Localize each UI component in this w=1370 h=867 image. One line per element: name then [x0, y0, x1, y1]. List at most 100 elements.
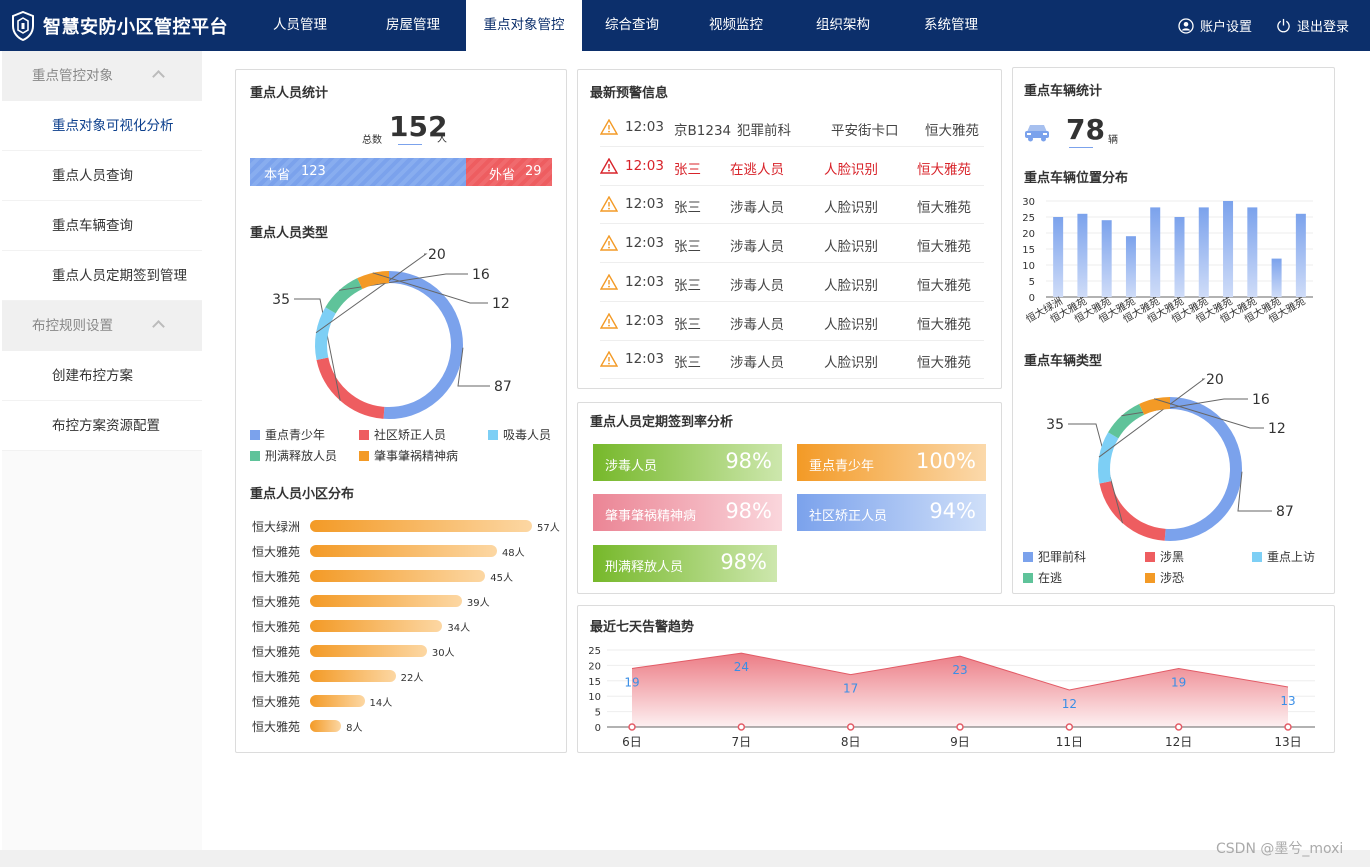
community-bar[interactable]	[310, 670, 396, 682]
signin-tile[interactable]: 涉毒人员 98%	[593, 444, 782, 481]
community-value: 48人	[501, 548, 525, 559]
sidebar-group-header[interactable]: 重点管控对象	[2, 51, 202, 101]
donut-slice[interactable]	[1099, 480, 1166, 541]
brand[interactable]: 智慧安防小区管控平台	[12, 9, 228, 43]
signin-name: 肇事肇祸精神病	[605, 509, 697, 524]
bottom-strip	[0, 850, 1370, 867]
sidebar-item[interactable]: 重点车辆查询	[2, 201, 202, 251]
legend-item[interactable]: 在逃	[1023, 569, 1062, 586]
legend-item[interactable]: 重点青少年	[250, 426, 325, 443]
warning-type: 在逃人员	[730, 161, 784, 178]
donut-slice[interactable]	[1108, 403, 1145, 439]
nav-item[interactable]: 视频监控	[709, 17, 763, 33]
community-bar[interactable]	[310, 645, 427, 657]
nav-item[interactable]: 人员管理	[273, 17, 327, 33]
community-bar[interactable]	[310, 620, 443, 632]
trend-point[interactable]	[1284, 723, 1292, 731]
legend-item[interactable]: 肇事肇祸精神病	[359, 447, 458, 464]
trend-point[interactable]	[846, 723, 855, 731]
vehicle-bar[interactable]	[1198, 207, 1209, 297]
vehicle-bar[interactable]	[1174, 217, 1185, 297]
warning-row[interactable]: 12:03 张三 在逃人员 人脸识别 恒大雅苑	[600, 148, 984, 186]
local-label: 本省	[264, 168, 291, 183]
legend-item[interactable]: 犯罪前科	[1023, 548, 1086, 565]
donut-slice[interactable]	[383, 271, 463, 419]
warning-place: 恒大雅苑	[917, 239, 971, 256]
trend-point[interactable]	[628, 723, 636, 731]
community-bar[interactable]	[310, 595, 462, 607]
vehicle-bar[interactable]	[1077, 213, 1088, 297]
vehicle-bar[interactable]	[1125, 236, 1136, 297]
donut-slice[interactable]	[1164, 397, 1242, 541]
sidebar-item[interactable]: 创建布控方案	[2, 351, 202, 401]
trend-point[interactable]	[1065, 723, 1074, 731]
legend-swatch	[1252, 551, 1262, 562]
legend-item[interactable]: 吸毒人员	[488, 426, 551, 443]
vehicle-bar[interactable]	[1053, 217, 1064, 297]
donut-slice[interactable]	[315, 307, 336, 360]
warning-who: 张三	[674, 239, 701, 256]
sidebar-group-header[interactable]: 布控规则设置	[2, 301, 202, 351]
donut-slice[interactable]	[357, 271, 390, 290]
trend-point[interactable]	[956, 723, 964, 731]
community-bar[interactable]	[310, 720, 342, 732]
top-navigation-bar: 智慧安防小区管控平台 人员管理 房屋管理 重点对象管控 综合查询 视频监控 组织架构 系统管…	[0, 0, 1370, 51]
warning-row[interactable]: 12:03 京B1234 犯罪前科 平安街卡口 恒大雅苑	[600, 109, 984, 147]
trend-point[interactable]	[737, 723, 746, 731]
signin-tile[interactable]: 社区矫正人员 94%	[797, 494, 986, 531]
warning-row[interactable]: 12:03 张三 涉毒人员 人脸识别 恒大雅苑	[600, 341, 984, 380]
warning-row[interactable]: 12:03 张三 涉毒人员 人脸识别 恒大雅苑	[600, 303, 984, 341]
warning-row[interactable]: 12:03 张三 涉毒人员 人脸识别 恒大雅苑	[600, 186, 984, 225]
donut-value-label: 35	[1046, 417, 1064, 433]
nav-item[interactable]: 组织架构	[816, 17, 870, 33]
legend-item[interactable]: 重点上访	[1252, 548, 1315, 565]
vehicle-bar[interactable]	[1101, 220, 1112, 297]
donut-slice[interactable]	[1139, 397, 1171, 415]
legend-label: 吸毒人员	[503, 428, 552, 442]
y-tick-label: 20	[1022, 229, 1035, 240]
signin-rate: 94%	[929, 499, 976, 523]
y-tick-label: 30	[1022, 197, 1035, 208]
donut-slice[interactable]	[316, 357, 385, 419]
nav-item[interactable]: 综合查询	[605, 17, 659, 33]
nav-item[interactable]: 重点对象管控	[466, 0, 582, 51]
warning-row[interactable]: 12:03 张三 涉毒人员 人脸识别 恒大雅苑	[600, 264, 984, 302]
signin-tile[interactable]: 重点青少年 100%	[797, 444, 986, 481]
donut-label-line	[457, 347, 490, 387]
vehicle-bar[interactable]	[1295, 213, 1306, 297]
sidebar-item[interactable]: 重点人员定期签到管理	[2, 251, 202, 301]
nav-item[interactable]: 房屋管理	[386, 17, 440, 33]
warning-icon	[600, 312, 618, 329]
vehicle-bar[interactable]	[1223, 201, 1234, 297]
warnings-panel	[577, 69, 1002, 389]
sidebar-item[interactable]: 布控方案资源配置	[2, 401, 202, 451]
logout-link[interactable]: 退出登录	[1276, 0, 1349, 51]
warning-row[interactable]: 12:03 张三 涉毒人员 人脸识别 恒大雅苑	[600, 225, 984, 264]
vehicle-bar[interactable]	[1271, 258, 1282, 297]
donut-slice[interactable]	[325, 278, 363, 314]
community-bar[interactable]	[310, 520, 532, 532]
signin-tile[interactable]: 肇事肇祸精神病 98%	[593, 494, 782, 531]
community-bar[interactable]	[310, 545, 497, 557]
donut-slice[interactable]	[1098, 432, 1119, 484]
community-bar[interactable]	[310, 570, 486, 582]
nav-item[interactable]: 系统管理	[924, 17, 978, 33]
warning-time: 12:03	[625, 157, 664, 174]
legend-item[interactable]: 刑满释放人员	[250, 447, 337, 464]
sidebar-item[interactable]: 重点人员查询	[2, 151, 202, 201]
donut-value-label: 16	[472, 267, 490, 283]
trend-point[interactable]	[1174, 723, 1183, 731]
community-bar[interactable]	[310, 695, 365, 707]
y-tick-label: 5	[1029, 277, 1035, 288]
community-title: 重点人员小区分布	[250, 487, 355, 502]
vehicle-bar[interactable]	[1150, 207, 1161, 297]
signin-tile[interactable]: 刑满释放人员 98%	[593, 545, 777, 582]
local-value: 123	[301, 164, 326, 179]
user-icon	[1178, 17, 1194, 34]
legend-item[interactable]: 社区矫正人员	[359, 426, 446, 443]
account-settings-link[interactable]: 账户设置	[1178, 0, 1252, 51]
sidebar-item[interactable]: 重点对象可视化分析	[2, 101, 202, 151]
legend-item[interactable]: 涉黑	[1145, 548, 1184, 565]
legend-item[interactable]: 涉恐	[1145, 569, 1184, 586]
vehicle-bar[interactable]	[1247, 207, 1258, 297]
